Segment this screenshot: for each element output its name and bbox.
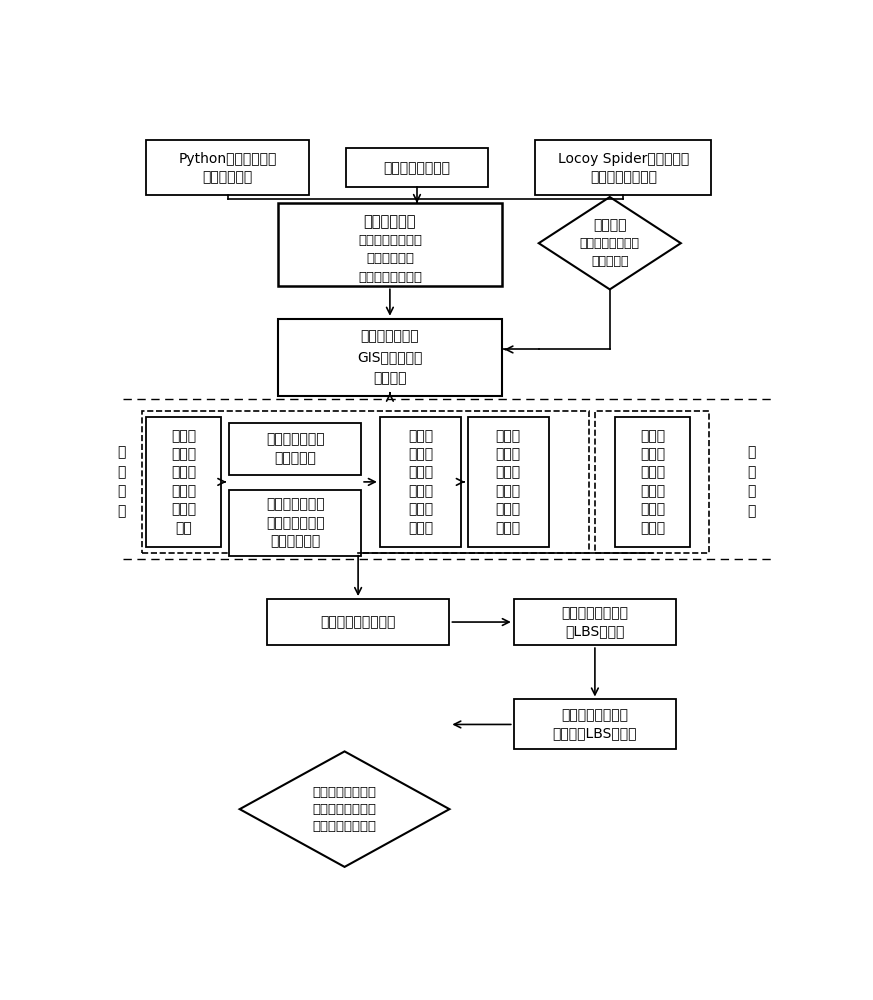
Text: 计算各
空间单
元社会
停车需
求的密
度分布: 计算各 空间单 元社会 停车需 求的密 度分布 [640, 429, 665, 535]
Text: 使用者时间分布
的当量比例: 使用者时间分布 的当量比例 [266, 433, 325, 465]
Text: 居住人口数据: 居住人口数据 [366, 252, 414, 265]
Polygon shape [539, 197, 681, 289]
Bar [513, 699, 676, 749]
Text: 二
次
判
定: 二 次 判 定 [747, 446, 756, 518]
Bar [595, 411, 709, 553]
Bar [615, 417, 691, 547]
Text: 居住人口普查数据: 居住人口普查数据 [383, 161, 450, 175]
Bar [147, 417, 221, 547]
Text: 潜在匹配地段的遴选: 潜在匹配地段的遴选 [320, 615, 395, 629]
Bar [278, 319, 501, 396]
Text: 主要数据来源: 主要数据来源 [364, 214, 416, 229]
Text: 识别出匹配社会停
车需求的住区车位
分布及其覆盖范围: 识别出匹配社会停 车需求的住区车位 分布及其覆盖范围 [313, 786, 376, 833]
Bar [267, 599, 450, 645]
Bar [346, 148, 488, 187]
Bar [513, 599, 676, 645]
Text: 新浪微博文本数据: 新浪微博文本数据 [358, 234, 422, 247]
Bar [380, 417, 461, 547]
Text: 现状道路网: 现状道路网 [591, 255, 629, 268]
Text: 一
次
判
定: 一 次 判 定 [117, 446, 126, 518]
Text: 小区及其建成年代
的分布（LBS数据）: 小区及其建成年代 的分布（LBS数据） [553, 708, 637, 741]
Text: 交通小区划分；
GIS空间落位；
坐标纠偏: 交通小区划分； GIS空间落位； 坐标纠偏 [357, 330, 423, 385]
Text: Python工具获取新浪
微博文本数据: Python工具获取新浪 微博文本数据 [178, 152, 277, 184]
Text: 均方差
法和特
菲尔法
计算各
类职住
比权重: 均方差 法和特 菲尔法 计算各 类职住 比权重 [408, 429, 433, 535]
Text: Locoy Spider软件对企业
数据进行地址解析: Locoy Spider软件对企业 数据进行地址解析 [558, 152, 689, 184]
Text: 工作底图: 工作底图 [593, 218, 627, 232]
Bar [278, 203, 501, 286]
Bar [230, 423, 361, 475]
Bar [468, 417, 549, 547]
Text: 按照权
重关系
计算各
单元的
潜在匹
配地段: 按照权 重关系 计算各 单元的 潜在匹 配地段 [496, 429, 521, 535]
Bar [141, 411, 589, 553]
Text: 将各类数据要素
标准化处理并分
别计算职住比: 将各类数据要素 标准化处理并分 别计算职住比 [266, 497, 325, 548]
Text: 企业从业人数数据: 企业从业人数数据 [358, 271, 422, 284]
Bar [147, 140, 309, 195]
Text: 小区停车场的分布
（LBS数据）: 小区停车场的分布 （LBS数据） [561, 606, 629, 638]
Bar [535, 140, 711, 195]
Text: 将各类
数据要
素按照
交通小
区进行
汇总: 将各类 数据要 素按照 交通小 区进行 汇总 [171, 429, 196, 535]
Polygon shape [240, 751, 450, 867]
Text: 城市（区域边界）: 城市（区域边界） [580, 237, 640, 250]
Bar [230, 490, 361, 556]
